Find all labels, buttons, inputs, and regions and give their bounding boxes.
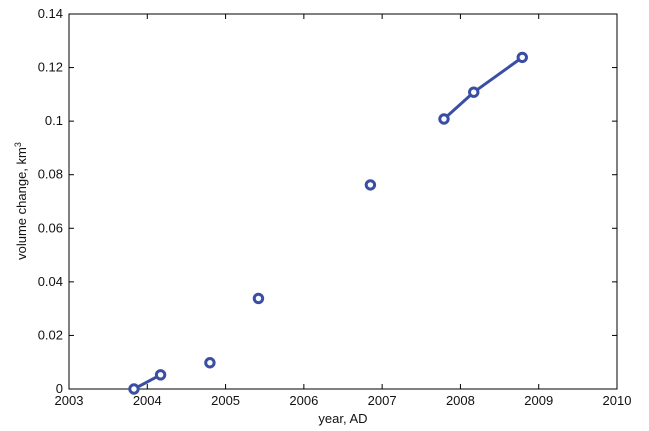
data-point [364, 179, 377, 191]
x-tick-label: 2006 [289, 393, 318, 408]
x-tick-label: 2008 [446, 393, 475, 408]
data-point [204, 357, 216, 369]
data-point [516, 51, 528, 64]
y-tick-label: 0.1 [45, 113, 63, 128]
series-points [128, 51, 528, 395]
x-axis-label: year, AD [318, 411, 367, 426]
y-axis-ticks: 0 0.02 0.04 0.06 0.08 0.1 0.12 0.14 [38, 6, 617, 396]
series-line-segment [442, 56, 524, 121]
y-axis-label-base: volume change, km [14, 147, 29, 260]
plot-frame [68, 13, 618, 390]
x-tick-label: 2005 [211, 393, 240, 408]
x-tick-label: 2010 [603, 393, 632, 408]
data-point [252, 292, 265, 305]
y-tick-label: 0.04 [38, 274, 63, 289]
y-tick-label: 0.06 [38, 220, 63, 235]
x-tick-label: 2003 [55, 393, 84, 408]
x-tick-label: 2004 [133, 393, 162, 408]
y-axis-label-exponent: 3 [13, 142, 23, 147]
x-tick-label: 2009 [524, 393, 553, 408]
series-lines [133, 56, 524, 391]
x-tick-label: 2007 [368, 393, 397, 408]
x-axis-ticks: 2003 2004 2005 2006 2007 2008 2009 2010 [55, 14, 632, 408]
y-tick-label: 0.08 [38, 167, 63, 182]
y-tick-label: 0.12 [38, 60, 63, 75]
data-point [128, 383, 140, 395]
y-axis-label: volume change, km3 [13, 142, 29, 260]
data-point [154, 369, 167, 381]
y-tick-label: 0.02 [38, 327, 63, 342]
data-point [468, 86, 480, 98]
y-tick-label: 0.14 [38, 6, 63, 21]
y-tick-label: 0 [56, 381, 63, 396]
data-point [438, 113, 450, 125]
